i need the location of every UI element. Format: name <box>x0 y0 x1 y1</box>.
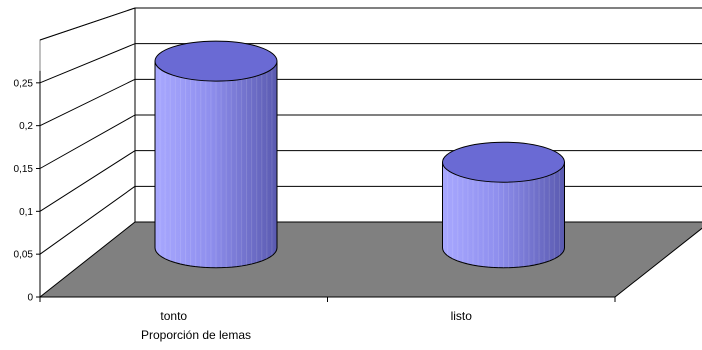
gridline-side <box>39 7 136 41</box>
gridline-side <box>39 185 136 255</box>
y-tick-label: 0,2 <box>19 121 33 132</box>
y-tick-label: 0,05 <box>14 250 34 261</box>
y-axis: 0 0,05 0,1 0,15 0,2 0,25 <box>14 70 41 304</box>
bar-body <box>442 161 565 269</box>
x-tick-label: tonto <box>160 309 187 323</box>
x-axis: tonto listo <box>39 296 616 323</box>
x-axis-title: Proporción de lemas <box>141 328 251 342</box>
gridline-side <box>39 78 136 127</box>
y-tick-label: 0,25 <box>14 78 34 89</box>
bar-listo <box>442 141 565 269</box>
bar-body <box>154 60 278 269</box>
bar-tonto <box>154 40 278 269</box>
gridline-side <box>39 150 136 212</box>
y-tick-label: 0 <box>27 293 33 304</box>
gridline-side <box>39 43 136 84</box>
chart-floor-plane <box>38 221 702 298</box>
x-tick-label: listo <box>451 309 473 323</box>
y-tick-label: 0,1 <box>19 207 33 218</box>
bar-top <box>442 141 565 183</box>
chart-floor <box>38 221 702 298</box>
y-tick-label: 0,15 <box>14 164 34 175</box>
bars <box>154 40 565 269</box>
gridline-side <box>39 114 136 169</box>
bar-top <box>154 40 278 82</box>
